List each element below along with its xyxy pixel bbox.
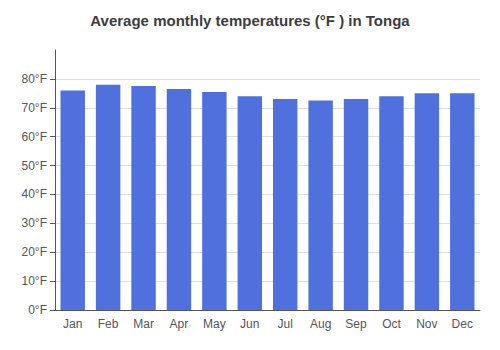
svg-text:Jul: Jul [278,317,293,331]
svg-text:Jan: Jan [63,317,82,331]
svg-text:50°F: 50°F [22,159,47,173]
svg-text:Feb: Feb [98,317,119,331]
svg-text:0°F: 0°F [28,303,47,317]
svg-text:Apr: Apr [170,317,189,331]
svg-text:20°F: 20°F [22,245,47,259]
svg-text:Sep: Sep [345,317,367,331]
svg-text:Jun: Jun [240,317,259,331]
svg-text:60°F: 60°F [22,130,47,144]
svg-text:70°F: 70°F [22,101,47,115]
svg-text:Oct: Oct [382,317,401,331]
svg-text:Aug: Aug [310,317,331,331]
svg-text:40°F: 40°F [22,187,47,201]
svg-text:Mar: Mar [133,317,154,331]
svg-text:10°F: 10°F [22,274,47,288]
svg-text:Dec: Dec [452,317,473,331]
svg-text:30°F: 30°F [22,216,47,230]
svg-text:80°F: 80°F [22,72,47,86]
svg-text:May: May [203,317,226,331]
svg-text:Average monthly temperatures (: Average monthly temperatures (°F ) in To… [90,12,410,29]
svg-text:Nov: Nov [416,317,437,331]
